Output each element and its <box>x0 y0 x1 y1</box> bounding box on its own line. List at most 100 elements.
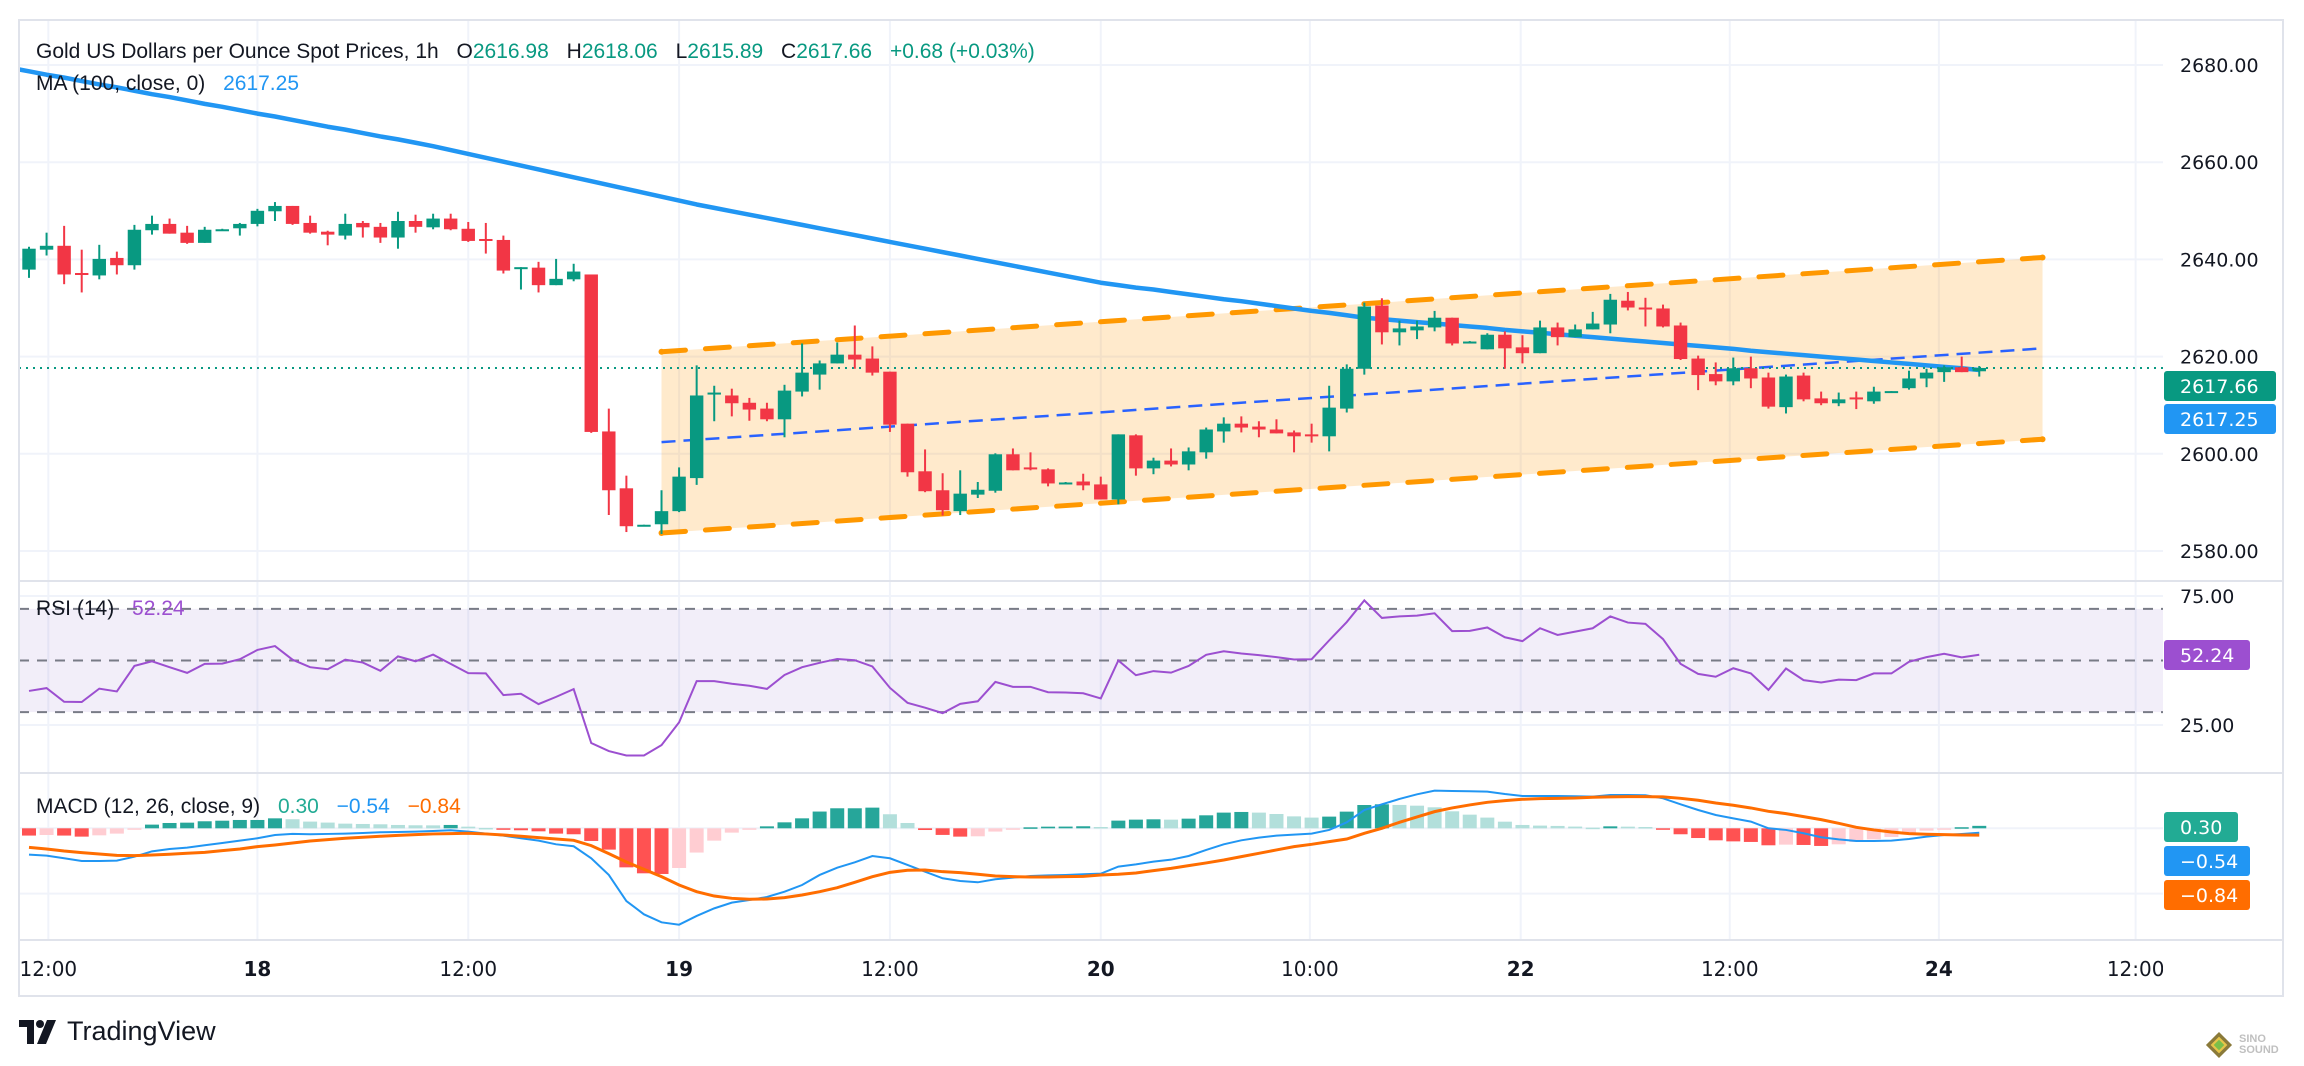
macd-histogram-bar[interactable] <box>1656 828 1671 830</box>
macd-histogram-bar[interactable] <box>1708 828 1723 841</box>
macd-histogram-bar[interactable] <box>689 828 704 853</box>
macd-histogram-bar[interactable] <box>1937 828 1952 830</box>
macd-histogram-bar[interactable] <box>496 828 511 830</box>
macd-histogram-bar[interactable] <box>654 828 669 874</box>
candle[interactable] <box>110 251 124 275</box>
signal-line[interactable] <box>28 795 1980 901</box>
candle[interactable] <box>865 346 880 376</box>
candle[interactable] <box>795 343 809 397</box>
macd-histogram-bar[interactable] <box>373 824 388 829</box>
macd-histogram-bar[interactable] <box>1251 812 1266 829</box>
macd-histogram-bar[interactable] <box>1005 828 1020 830</box>
macd-histogram-bar[interactable] <box>1128 819 1143 829</box>
macd-histogram-bar[interactable] <box>1023 827 1038 829</box>
macd-histogram-bar[interactable] <box>180 822 195 829</box>
macd-histogram-bar[interactable] <box>1093 826 1108 829</box>
macd-histogram-bar[interactable] <box>1357 805 1372 829</box>
rsi-legend[interactable]: RSI (14) 52.24 <box>36 597 185 621</box>
macd-histogram-bar[interactable] <box>1058 826 1073 829</box>
candle[interactable] <box>303 215 317 234</box>
candle[interactable] <box>22 246 36 278</box>
macd-histogram-bar[interactable] <box>320 822 335 829</box>
candle[interactable] <box>320 230 335 246</box>
macd-histogram-bar[interactable] <box>1445 811 1460 829</box>
tradingview-logo[interactable]: TradingView <box>19 1016 216 1047</box>
candle[interactable] <box>672 467 686 513</box>
macd-histogram-bar[interactable] <box>1673 828 1688 835</box>
macd-histogram-bar[interactable] <box>1743 828 1758 842</box>
candle[interactable] <box>1392 320 1407 346</box>
macd-histogram-bar[interactable] <box>1234 811 1249 829</box>
macd-histogram-bar[interactable] <box>1146 819 1161 829</box>
rsi-pane[interactable] <box>19 598 2163 757</box>
macd-histogram-bar[interactable] <box>426 825 441 829</box>
candle[interactable] <box>689 365 704 485</box>
macd-histogram-bar[interactable] <box>970 828 985 837</box>
candle[interactable] <box>602 408 616 516</box>
macd-histogram-bar[interactable] <box>636 828 651 874</box>
candle[interactable] <box>1181 447 1196 471</box>
candle[interactable] <box>566 263 581 282</box>
macd-histogram-bar[interactable] <box>408 825 423 829</box>
candle[interactable] <box>162 218 177 234</box>
macd-histogram-bar[interactable] <box>1726 828 1741 842</box>
candle[interactable] <box>760 402 774 422</box>
macd-histogram-bar[interactable] <box>1550 825 1565 829</box>
candle[interactable] <box>1129 434 1143 476</box>
macd-histogram-bar[interactable] <box>162 822 177 829</box>
macd-histogram-bar[interactable] <box>918 828 933 831</box>
candle[interactable] <box>1445 317 1459 346</box>
candle[interactable] <box>461 221 475 242</box>
candle[interactable] <box>1726 357 1740 386</box>
macd-histogram-bar[interactable] <box>1919 828 1934 831</box>
rsi-value-tag[interactable]: 52.24 <box>2164 640 2250 670</box>
candle[interactable] <box>1498 331 1512 369</box>
candle[interactable] <box>1568 324 1582 338</box>
macd-legend[interactable]: MACD (12, 26, close, 9) 0.30 −0.54 −0.84 <box>36 795 461 819</box>
macd-histogram-bar[interactable] <box>619 828 634 868</box>
candle[interactable] <box>1410 320 1424 340</box>
candle[interactable] <box>883 371 897 432</box>
candle[interactable] <box>1427 310 1442 332</box>
macd-histogram-bar[interactable] <box>338 823 353 829</box>
macd-histogram-bar[interactable] <box>1533 825 1548 829</box>
candle[interactable] <box>250 208 265 227</box>
macd-histogram-bar[interactable] <box>812 811 827 829</box>
candle[interactable] <box>1673 322 1688 361</box>
macd-histogram-bar[interactable] <box>830 808 845 829</box>
macd-histogram-bar[interactable] <box>1954 827 1969 829</box>
macd-histogram-bar[interactable] <box>1603 826 1618 829</box>
macd-histogram-bar[interactable] <box>742 828 757 830</box>
candle[interactable] <box>637 524 651 527</box>
macd-histogram-bar[interactable] <box>1638 826 1653 829</box>
channel-anchor-point[interactable] <box>2039 254 2046 261</box>
symbol-legend[interactable]: Gold US Dollars per Ounce Spot Prices, 1… <box>36 40 1035 64</box>
macd-value-tag[interactable]: −0.54 <box>2164 846 2250 876</box>
candle[interactable] <box>1463 341 1477 344</box>
ma-legend[interactable]: MA (100, close, 0) 2617.25 <box>36 72 299 96</box>
macd-histogram-bar[interactable] <box>443 824 458 829</box>
macd-histogram-bar[interactable] <box>707 828 722 841</box>
macd-histogram-bar[interactable] <box>390 824 405 829</box>
candle[interactable] <box>1779 374 1793 414</box>
channel-upper-line[interactable] <box>659 254 2046 355</box>
macd-histogram-bar[interactable] <box>1322 816 1337 829</box>
candle[interactable] <box>408 214 423 233</box>
candle[interactable] <box>57 225 71 285</box>
candle[interactable] <box>1586 311 1600 330</box>
candle[interactable] <box>1796 372 1811 402</box>
macd-histogram-bar[interactable] <box>1269 814 1284 829</box>
macd-histogram-bar[interactable] <box>1761 828 1776 846</box>
macd-histogram-bar[interactable] <box>109 828 124 834</box>
macd-histogram-bar[interactable] <box>92 828 107 836</box>
macd-histogram-bar[interactable] <box>759 826 774 829</box>
macd-hist-tag[interactable]: 0.30 <box>2164 812 2238 842</box>
candle[interactable] <box>988 453 1003 493</box>
macd-histogram-bar[interactable] <box>513 828 528 831</box>
candle[interactable] <box>268 202 282 222</box>
ma-100-line[interactable] <box>6 67 1980 373</box>
candle[interactable] <box>725 388 739 417</box>
candle[interactable] <box>848 325 862 369</box>
candle[interactable] <box>1375 298 1389 345</box>
